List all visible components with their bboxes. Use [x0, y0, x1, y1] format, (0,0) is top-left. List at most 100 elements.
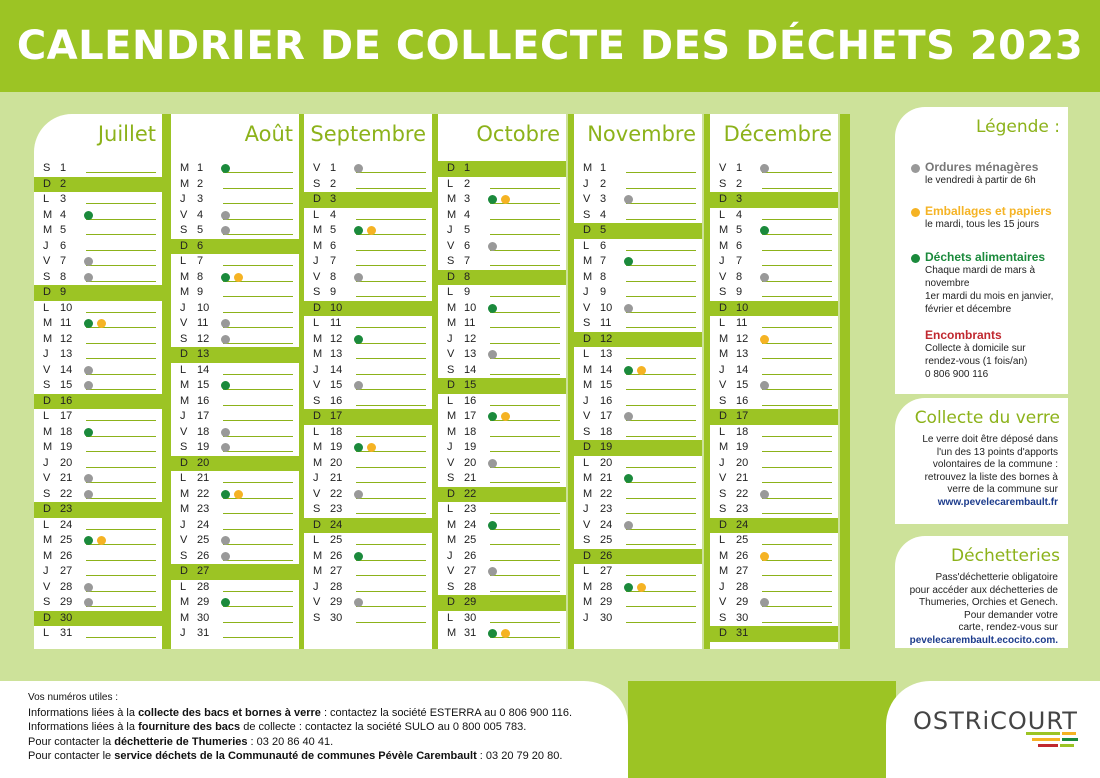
note-line — [626, 528, 696, 530]
note-line — [86, 358, 156, 359]
day-row: L 25 — [710, 533, 838, 549]
note-line — [356, 187, 426, 189]
note-line — [223, 389, 293, 390]
weekday-letter: M — [43, 317, 53, 329]
logo-panel: OSTRiCOURT — [886, 681, 1100, 778]
weekday-letter: V — [447, 348, 455, 360]
day-number: 15 — [464, 379, 477, 391]
note-line — [223, 497, 293, 499]
day-number: 17 — [464, 410, 477, 422]
note-line — [626, 621, 696, 623]
day-number: 5 — [60, 224, 67, 236]
note-line — [762, 621, 832, 623]
household-waste-dot — [760, 272, 769, 282]
weekday-letter: V — [719, 596, 727, 608]
day-row: D 15 — [438, 378, 566, 394]
note-line — [490, 249, 560, 251]
note-line — [223, 218, 293, 220]
weekday-letter: V — [583, 518, 591, 531]
note-line — [626, 187, 696, 189]
note-line — [86, 606, 156, 607]
day-number: 20 — [60, 456, 73, 469]
weekday-letter: M — [313, 239, 323, 252]
note-line — [762, 249, 832, 251]
ecocito-link[interactable]: pevelecarembault.ecocito.com. — [909, 634, 1058, 646]
note-line — [762, 187, 832, 189]
day-number: 12 — [330, 332, 343, 345]
weekday-letter: S — [583, 534, 591, 546]
day-number: 3 — [60, 193, 67, 205]
day-row: J 20 — [710, 456, 838, 472]
day-number: 11 — [60, 317, 72, 329]
day-row: S 15 — [34, 378, 162, 394]
note-line — [626, 311, 696, 313]
day-number: 20 — [736, 456, 749, 469]
weekday-letter: D — [180, 456, 188, 469]
weekday-letter: D — [447, 379, 455, 391]
note-line — [490, 466, 560, 468]
day-row: J 17 — [171, 409, 299, 425]
weekday-letter: J — [180, 627, 186, 639]
weekday-letter: M — [313, 348, 323, 360]
household-waste-dot — [488, 567, 497, 576]
day-row: S 16 — [304, 394, 432, 410]
day-row: M 12 — [710, 332, 838, 348]
day-number: 15 — [736, 379, 749, 391]
packaging-dot — [234, 272, 243, 282]
note-line — [86, 203, 156, 204]
day-number: 18 — [197, 425, 210, 438]
waste-centers-text: Pass'déchetterie obligatoire pour accéder… — [895, 572, 1068, 647]
day-number: 13 — [60, 348, 73, 360]
day-number: 19 — [736, 441, 749, 453]
day-number: 29 — [330, 596, 343, 608]
household-waste-dot — [84, 381, 93, 390]
weekday-letter: S — [43, 162, 51, 174]
month-column: Octobre D 1 L 2 M 3 M 4 J 5 V 6 S 7 D 8 L 9 M 10 M 11 J 12 V 13 S 14… — [438, 114, 566, 649]
weekday-letter: V — [180, 425, 188, 438]
household-waste-dot — [624, 303, 633, 313]
weekday-letter: S — [719, 394, 727, 407]
day-number: 11 — [736, 317, 748, 329]
pevelecarembault-link[interactable]: www.pevelecarembault.fr — [937, 496, 1058, 508]
day-row: M 12 — [304, 332, 432, 348]
day-number: 9 — [464, 286, 471, 298]
day-number: 29 — [736, 596, 749, 608]
legend-item: Déchets alimentaires Chaque mardi de mars… — [911, 251, 1053, 316]
weekday-letter: D — [43, 611, 51, 624]
day-row: J 27 — [34, 564, 162, 580]
day-row: M 21 — [574, 471, 702, 487]
household-waste-dot — [760, 164, 769, 173]
note-line — [356, 265, 426, 266]
note-line — [490, 358, 560, 359]
day-row: V 24 — [574, 518, 702, 534]
day-number: 1 — [464, 162, 471, 174]
day-number: 5 — [464, 224, 471, 236]
note-line — [490, 528, 560, 530]
contact-line: Informations liées à la collecte des bac… — [28, 706, 573, 719]
household-waste-dot — [221, 443, 230, 452]
day-number: 20 — [330, 456, 343, 469]
note-line — [223, 203, 293, 204]
day-number: 30 — [197, 611, 210, 624]
weekday-letter: J — [719, 255, 725, 267]
day-row: V 28 — [34, 580, 162, 596]
day-number: 3 — [197, 193, 204, 205]
weekday-letter: D — [43, 503, 51, 515]
panel-text-line: Pour demander votre — [964, 609, 1058, 621]
household-waste-dot — [84, 272, 93, 282]
note-line — [626, 590, 696, 592]
day-row: V 29 — [710, 595, 838, 611]
day-number: 10 — [736, 301, 749, 314]
day-number: 14 — [197, 363, 210, 376]
month-column: Décembre V 1 S 2 D 3 L 4 M 5 M 6 J 7 V 8 S 9 D 10 L 11 M 12 M 13 J 1… — [710, 114, 838, 649]
day-row: M 24 — [438, 518, 566, 534]
weekday-letter: D — [583, 224, 591, 236]
day-row: J 14 — [304, 363, 432, 379]
day-row: M 17 — [438, 409, 566, 425]
